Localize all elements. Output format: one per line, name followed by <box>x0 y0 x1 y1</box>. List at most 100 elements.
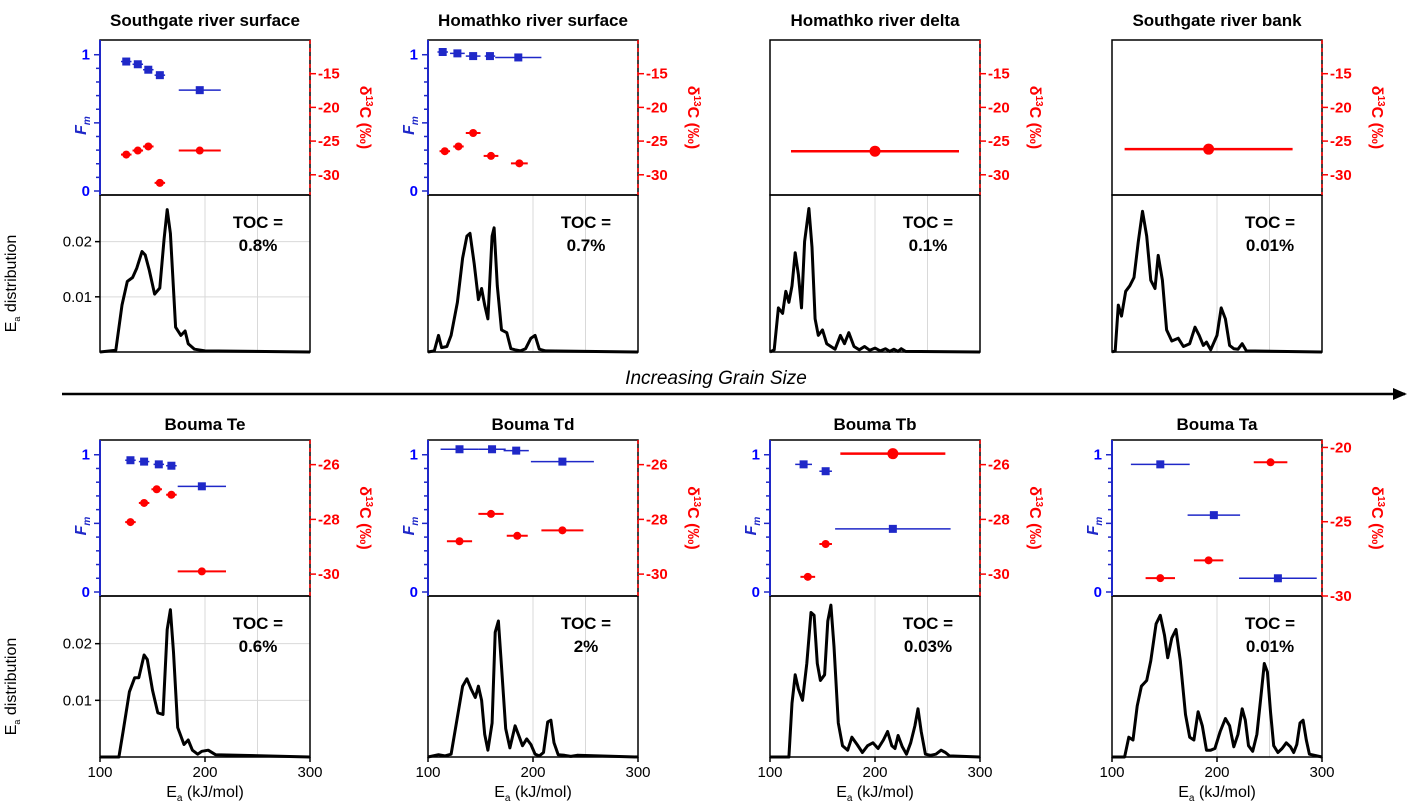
fm-point <box>469 52 478 61</box>
toc-value: 0.8% <box>239 236 278 255</box>
fm-point <box>821 467 830 476</box>
dist-tick-label: 0.01 <box>63 692 92 709</box>
fm-tick-label: 0 <box>410 183 418 200</box>
d13c-tick-label: -20 <box>318 99 340 116</box>
d13c-point <box>133 146 142 155</box>
x-tick-label: 200 <box>192 764 217 781</box>
toc-label: TOC = <box>233 614 283 633</box>
dist-axis-label: Ea distribution <box>3 638 22 736</box>
d13c-tick-label: -30 <box>318 566 340 583</box>
upper-frame <box>1111 39 1323 196</box>
fm-point <box>144 65 153 74</box>
d13c-tick-label: -30 <box>988 167 1010 184</box>
panel-title: Bouma Td <box>491 415 574 434</box>
toc-value: 0.6% <box>239 637 278 656</box>
x-axis-label: Ea (kJ/mol) <box>836 784 914 804</box>
ea-distribution-curve <box>1112 613 1323 759</box>
panels-layer: Southgate river surface 0 1 Fm -15 -20 -25 -30 δ… <box>3 11 1386 804</box>
ea-distribution-curve <box>427 619 639 759</box>
ea-distribution-curve <box>769 207 981 354</box>
fm-axis-label: Fm <box>401 116 421 135</box>
toc-label: TOC = <box>233 213 283 232</box>
d13c-point <box>167 490 176 499</box>
upper-frame <box>427 439 639 597</box>
panel-title: Southgate river surface <box>110 11 300 30</box>
panel-5: Bouma Td 0 1 Fm -26 -28 -30 δ13C (‰) TOC = 2% 100 2… <box>401 415 702 804</box>
d13c-tick-label: -30 <box>646 167 668 184</box>
ea-distribution-curve <box>1111 209 1323 354</box>
fm-point <box>155 71 164 80</box>
toc-value: 0.03% <box>904 637 952 656</box>
d13c-point <box>821 540 830 548</box>
d13c-tick-label: -15 <box>318 66 340 83</box>
fm-point <box>197 482 206 491</box>
x-tick-label: 100 <box>1099 764 1124 781</box>
fm-point <box>122 57 131 66</box>
d13c-tick-label: -20 <box>1330 439 1352 456</box>
fm-point <box>1209 511 1218 520</box>
d13c-point <box>803 572 812 581</box>
d13c-point <box>515 159 524 168</box>
fm-axis-label: Fm <box>73 116 93 135</box>
fm-point <box>488 445 497 454</box>
d13c-tick-label: -26 <box>646 457 668 474</box>
d13c-point <box>1204 556 1213 565</box>
panel-title: Homathko river surface <box>438 11 628 30</box>
ea-distribution-curve <box>770 603 981 759</box>
arrow-label: Increasing Grain Size <box>625 368 807 389</box>
d13c-tick-label: -26 <box>988 457 1010 474</box>
toc-value: 2% <box>574 637 599 656</box>
d13c-tick-label: -30 <box>646 566 668 583</box>
d13c-tick-label: -25 <box>1330 133 1352 150</box>
fm-point <box>154 460 163 469</box>
toc-label: TOC = <box>561 213 611 232</box>
x-tick-label: 200 <box>520 764 545 781</box>
d13c-axis-label: δ13C (‰) <box>1026 486 1044 549</box>
d13c-axis-label: δ13C (‰) <box>1368 86 1386 149</box>
fm-point <box>167 461 176 470</box>
fm-tick-label: 0 <box>410 584 418 601</box>
fm-point <box>453 49 462 58</box>
d13c-tick-label: -25 <box>318 133 340 150</box>
grain-size-arrow: Increasing Grain Size <box>62 366 1407 400</box>
x-tick-label: 300 <box>967 764 992 781</box>
toc-label: TOC = <box>1245 614 1295 633</box>
x-axis-label: Ea (kJ/mol) <box>1178 784 1256 804</box>
toc-label: TOC = <box>561 614 611 633</box>
dist-tick-label: 0.02 <box>63 234 92 251</box>
fm-point <box>888 524 897 533</box>
x-tick-label: 300 <box>1309 764 1334 781</box>
d13c-point <box>887 448 899 460</box>
fm-point <box>126 456 135 465</box>
d13c-axis-label: δ13C (‰) <box>356 486 374 549</box>
panel-3: Southgate river bank -15 -20 -25 -30 δ13C (‰)… <box>1111 11 1386 354</box>
lower-frame <box>427 194 639 353</box>
d13c-axis-label: δ13C (‰) <box>1368 486 1386 549</box>
toc-label: TOC = <box>903 614 953 633</box>
lower-frame <box>769 194 981 353</box>
lower-frame <box>1111 194 1323 353</box>
fm-point <box>1156 460 1165 469</box>
panel-4: Bouma Te 0 1 Fm -26 -28 -30 δ13C (‰) 0.01 0.02 Ea … <box>3 415 374 804</box>
d13c-point <box>197 567 206 576</box>
panel-7: Bouma Ta 0 1 Fm -20 -25 -30 δ13C (‰) TOC = 0.01% 1… <box>1085 415 1386 804</box>
d13c-point <box>126 518 135 527</box>
upper-frame <box>99 39 311 196</box>
fm-tick-label: 0 <box>82 584 90 601</box>
panel-1: Homathko river surface 0 1 Fm -15 -20 -25 -30 δ1… <box>401 11 702 354</box>
d13c-point <box>455 537 464 546</box>
fm-point <box>438 48 447 56</box>
d13c-point <box>152 485 161 494</box>
fm-point <box>455 445 464 454</box>
d13c-point <box>487 151 495 160</box>
x-tick-label: 200 <box>862 764 887 781</box>
x-tick-label: 300 <box>297 764 322 781</box>
upper-frame <box>427 39 639 196</box>
fm-axis-label: Fm <box>743 517 763 536</box>
toc-value: 0.7% <box>567 236 606 255</box>
d13c-point <box>1203 143 1215 155</box>
fm-point <box>558 457 567 466</box>
d13c-tick-label: -26 <box>318 457 340 474</box>
fm-point <box>1273 574 1282 583</box>
